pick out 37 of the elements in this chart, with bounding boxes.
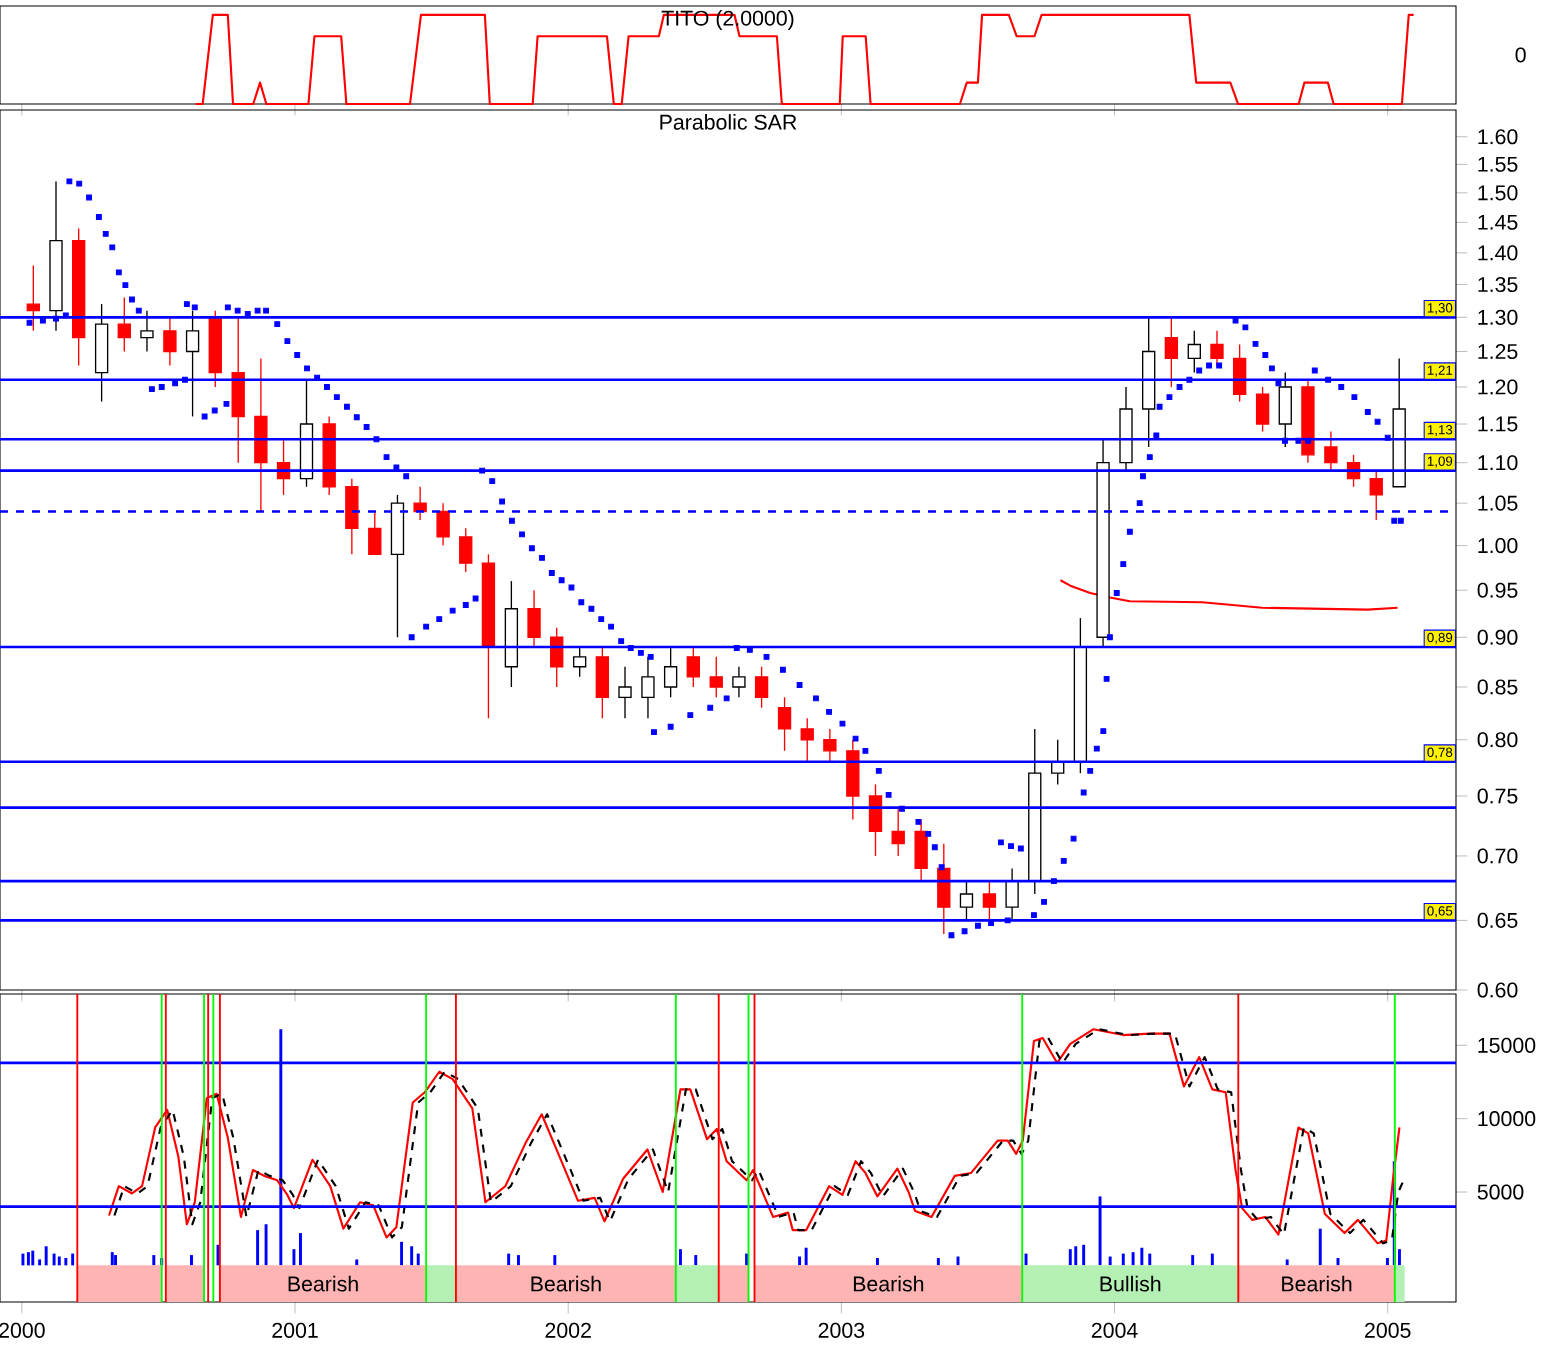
y-tick-label: 0.60 <box>1477 982 1518 998</box>
y-tick-label: 1.55 <box>1478 156 1518 172</box>
band-label: Bearish <box>288 1275 358 1292</box>
y-tick-label: 0.95 <box>1477 582 1518 598</box>
chart-title: Parabolic SAR <box>660 114 797 130</box>
y-tick-label: 1.05 <box>1478 495 1518 511</box>
y-tick-label: 0.85 <box>1477 679 1518 695</box>
band-label: Bearish <box>1282 1275 1352 1292</box>
x-tick-label: 2003 <box>818 1322 865 1338</box>
y-tick-label: 1.60 <box>1478 129 1518 145</box>
y-tick-label: 0.75 <box>1477 788 1518 804</box>
y-tick-label: 1.40 <box>1478 245 1518 261</box>
x-tick-label: 2002 <box>545 1322 591 1338</box>
y-tick-label: 0.70 <box>1477 848 1518 864</box>
x-tick-label: 2005 <box>1365 1322 1411 1338</box>
y-tick-label: 1.15 <box>1478 416 1518 432</box>
text: 0 <box>1515 47 1526 63</box>
x-tick-label: 2004 <box>1091 1322 1138 1338</box>
y-tick-label: 1.10 <box>1478 455 1518 471</box>
band-label: Bearish <box>853 1275 924 1292</box>
band-label: Bearish <box>531 1275 601 1292</box>
y-tick-label: 1.20 <box>1478 379 1518 395</box>
y-tick-label: 0.90 <box>1477 629 1518 645</box>
y-tick-label: 1.45 <box>1478 214 1518 230</box>
y-tick-label: 5000 <box>1477 1184 1524 1200</box>
y-tick-label: 1.30 <box>1478 309 1518 325</box>
y-tick-label: 1.00 <box>1478 538 1518 554</box>
y-tick-label: 1.25 <box>1478 343 1518 360</box>
y-tick-label: 1.35 <box>1478 276 1518 293</box>
y-tick-label: 1.50 <box>1478 185 1518 201</box>
y-tick-label: 10000 <box>1478 1111 1536 1127</box>
x-tick-label: 2000 <box>0 1322 45 1338</box>
y-tick-label: 0.80 <box>1477 732 1518 748</box>
x-tick-label: 2001 <box>272 1322 318 1338</box>
y-tick-label: 15000 <box>1478 1037 1536 1053</box>
band-label: Bullish <box>1100 1275 1161 1292</box>
y-tick-label: 0.65 <box>1477 912 1518 928</box>
